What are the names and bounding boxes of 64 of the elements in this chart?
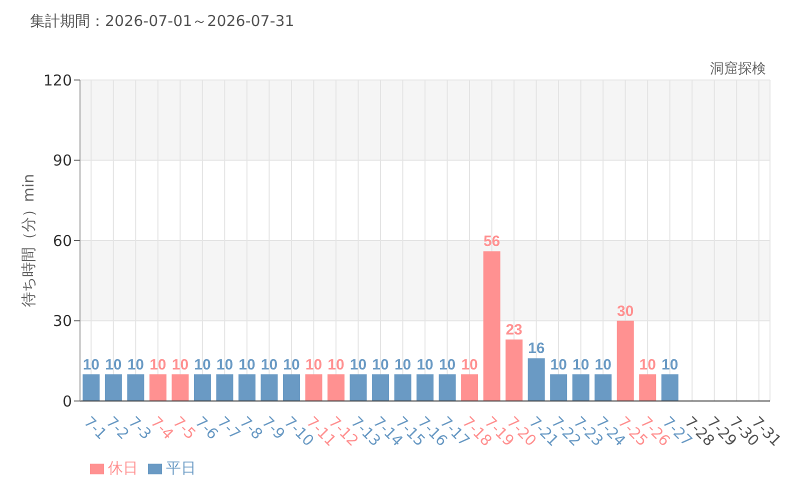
data-label: 10 <box>238 356 256 374</box>
y-tick-label: 90 <box>52 152 72 170</box>
data-label: 10 <box>350 356 367 374</box>
legend-label: 平日 <box>166 459 196 477</box>
data-label: 10 <box>572 356 590 374</box>
chart-subtitle: 洞窟探検 <box>710 60 766 78</box>
y-tick-label: 120 <box>43 71 72 90</box>
bar <box>127 374 144 401</box>
data-label: 10 <box>127 356 144 374</box>
data-label: 10 <box>550 356 567 374</box>
bar <box>194 374 211 401</box>
data-label: 10 <box>305 356 322 374</box>
data-label: 56 <box>483 233 500 250</box>
bar <box>328 374 345 401</box>
data-label: 10 <box>461 356 478 374</box>
data-label: 10 <box>216 356 234 374</box>
data-label: 10 <box>283 356 300 374</box>
data-label: 10 <box>394 356 412 374</box>
bar <box>82 374 100 401</box>
bar <box>394 374 412 401</box>
data-label: 10 <box>594 356 612 374</box>
data-label: 10 <box>105 356 122 374</box>
y-tick-label: 30 <box>52 312 72 330</box>
bar <box>461 374 478 401</box>
bar <box>528 358 545 401</box>
bar <box>550 374 568 401</box>
bar <box>616 320 634 401</box>
data-label: 10 <box>372 356 389 374</box>
bar <box>216 374 234 401</box>
data-label: 10 <box>662 356 678 374</box>
y-tick-label: 60 <box>52 232 72 250</box>
bar <box>104 374 122 401</box>
bar <box>483 251 500 401</box>
data-label: 16 <box>528 340 545 358</box>
bar <box>372 374 390 401</box>
bar <box>639 374 656 401</box>
bar <box>661 374 678 401</box>
bar <box>305 374 322 401</box>
data-label: 10 <box>194 356 211 374</box>
bar <box>238 374 256 401</box>
data-label: 10 <box>260 356 278 374</box>
y-tick-label: 0 <box>62 392 72 410</box>
bar <box>572 374 590 401</box>
bar <box>282 374 300 401</box>
data-label: 10 <box>328 356 344 374</box>
bar <box>416 374 434 401</box>
legend-label: 休日 <box>108 459 138 477</box>
data-label: 10 <box>82 356 100 374</box>
data-label: 30 <box>617 302 634 320</box>
data-label: 23 <box>506 321 522 338</box>
bar <box>149 374 166 401</box>
bar <box>172 374 189 401</box>
data-label: 10 <box>639 356 656 374</box>
data-label: 10 <box>172 356 189 374</box>
bar <box>506 339 523 401</box>
bar <box>594 374 612 401</box>
data-label: 10 <box>416 356 434 374</box>
bar <box>438 374 456 401</box>
data-label: 10 <box>150 356 166 374</box>
chart-title: 集計期間：2026-07-01～2026-07-31 <box>30 12 294 31</box>
y-axis-title: 待ち時間（分）min <box>19 174 38 308</box>
bar <box>350 374 367 401</box>
data-label: 10 <box>438 356 456 374</box>
bar <box>260 374 278 401</box>
